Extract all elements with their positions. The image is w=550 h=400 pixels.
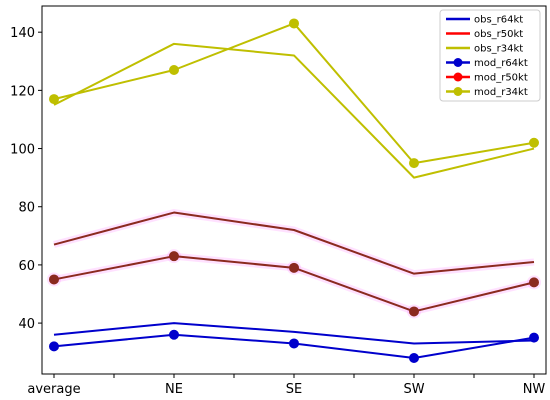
data-point-mod_r50kt [169,251,179,262]
data-point-mod_r34kt [49,94,59,105]
legend-label-obs_r64kt: obs_r64kt [474,15,523,26]
data-point-mod_r50kt [409,306,419,317]
x-tick-label: SE [286,382,302,397]
x-axis: average NE SE SW NW [27,374,545,397]
data-point-mod_r64kt [409,353,419,363]
data-point-mod_r64kt [169,329,179,340]
data-point-mod_r50kt [289,262,299,273]
legend-label-obs_r34kt: obs_r34kt [474,44,523,55]
legend-marker-mod_r34kt [453,87,463,96]
series-line-obs_r64kt [53,322,535,345]
data-point-mod_r50kt [49,274,59,285]
y-tick-label: 40 [18,317,35,332]
data-point-mod_r34kt [169,65,179,75]
y-tick-label: 60 [18,259,35,274]
x-tick-label: SW [403,382,424,397]
legend-label-obs_r50kt: obs_r50kt [474,29,523,40]
series-line-obs_r34kt [53,42,535,179]
y-tick-label: 80 [18,201,35,216]
data-point-mod_r64kt [49,341,59,352]
x-tick-label: NE [165,382,183,397]
x-tick-label: NW [523,382,546,397]
data-point-mod_r64kt [529,332,539,343]
data-point-mod_r50kt [529,277,539,288]
data-point-mod_r64kt [289,338,299,349]
y-tick-label: 100 [10,143,35,158]
legend-label-mod_r34kt: mod_r34kt [474,87,528,98]
legend-label-mod_r64kt: mod_r64kt [474,58,528,69]
series-line-obs_r50kt [53,211,535,275]
legend-marker-mod_r64kt [453,58,463,67]
x-tick-label: average [27,382,80,397]
plot-content [47,18,541,363]
data-point-mod_r34kt [529,137,539,148]
y-axis: 40 60 80 100 120 140 [10,26,42,332]
y-tick-label: 140 [10,26,35,41]
legend-label-mod_r50kt: mod_r50kt [474,73,528,84]
data-point-mod_r34kt [289,18,299,29]
legend: obs_r64kt obs_r50kt obs_r34kt mod_r64kt mod_… [439,9,541,102]
legend-marker-mod_r50kt [453,72,463,82]
data-point-mod_r34kt [409,158,419,169]
y-tick-label: 120 [10,84,35,99]
